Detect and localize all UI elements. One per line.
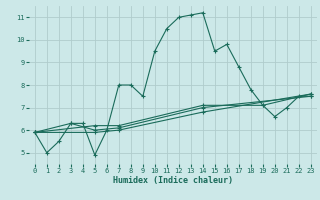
X-axis label: Humidex (Indice chaleur): Humidex (Indice chaleur) — [113, 176, 233, 185]
